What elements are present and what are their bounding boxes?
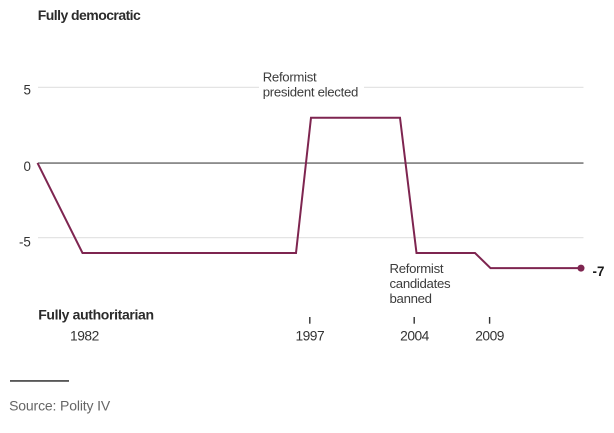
svg-text:-5: -5 [19,234,31,249]
svg-text:Reformist: Reformist [263,70,317,85]
svg-text:1982: 1982 [70,328,99,343]
svg-text:Source: Polity IV: Source: Polity IV [9,398,111,414]
svg-text:0: 0 [23,159,30,174]
svg-text:banned: banned [390,291,432,306]
svg-text:2009: 2009 [475,328,505,343]
svg-text:Fully democratic: Fully democratic [38,7,141,23]
svg-text:president elected: president elected [263,85,358,100]
svg-text:2004: 2004 [400,328,430,343]
svg-text:5: 5 [23,83,30,98]
svg-text:Fully authoritarian: Fully authoritarian [38,306,153,322]
svg-text:-7: -7 [593,264,605,279]
svg-text:candidates: candidates [390,276,451,291]
svg-text:Reformist: Reformist [390,261,444,276]
svg-text:1997: 1997 [295,328,324,343]
